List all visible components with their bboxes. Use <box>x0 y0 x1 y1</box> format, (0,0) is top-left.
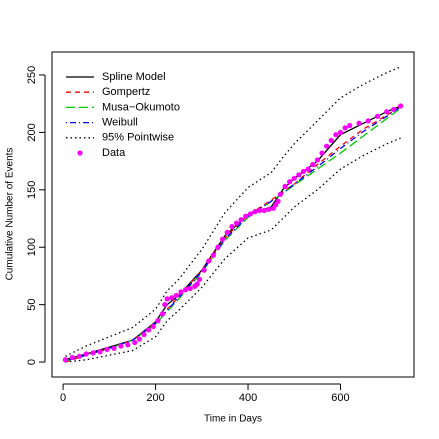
data-point <box>178 289 184 295</box>
data-point <box>333 132 339 138</box>
series-line <box>65 106 401 362</box>
data-point <box>374 113 381 119</box>
band-lower <box>65 137 401 363</box>
data-point <box>314 157 320 163</box>
data-point <box>342 125 348 131</box>
data-point <box>146 327 152 333</box>
data-point <box>118 343 124 349</box>
band-upper <box>65 66 401 357</box>
data-point <box>319 150 325 156</box>
data-point <box>155 318 161 324</box>
data-point <box>90 350 96 356</box>
legend-label: Musa−Okumoto <box>102 101 180 113</box>
data-point <box>384 109 390 115</box>
data-point <box>97 349 103 355</box>
plot-box <box>51 51 415 378</box>
data-point <box>397 103 404 109</box>
data-point <box>305 166 311 172</box>
data-point <box>201 267 207 273</box>
x-tick-label: 400 <box>239 392 257 404</box>
data-point <box>282 183 288 189</box>
data-point <box>104 346 110 353</box>
y-tick-label: 50 <box>26 299 38 311</box>
y-tick-label: 100 <box>26 238 38 256</box>
data-point <box>310 161 316 168</box>
data-point <box>287 179 293 185</box>
data-point <box>291 175 297 181</box>
data-point <box>256 207 263 214</box>
data-point <box>300 168 307 175</box>
data-point <box>215 244 221 250</box>
data-point <box>125 342 131 348</box>
data-point <box>62 357 69 363</box>
data-point <box>238 217 244 223</box>
y-tick-label: 0 <box>26 359 38 365</box>
x-axis-label: Time in Days <box>204 414 262 425</box>
data-point <box>275 198 281 204</box>
data-point <box>224 229 230 235</box>
data-point <box>277 191 283 198</box>
data-point <box>324 143 330 149</box>
series-line <box>65 107 401 362</box>
x-tick-label: 200 <box>146 392 164 404</box>
data-point <box>159 311 166 317</box>
data-point <box>210 252 216 258</box>
data-point <box>252 209 258 215</box>
data-point <box>196 276 203 282</box>
y-tick-label: 250 <box>26 66 38 84</box>
data-point <box>229 223 235 230</box>
data-point <box>83 351 89 357</box>
legend-label: Weibull <box>102 117 138 129</box>
x-tick-label: 0 <box>60 392 66 404</box>
data-point <box>187 285 193 292</box>
data-point <box>173 292 179 299</box>
data-point <box>132 339 138 346</box>
data-point <box>164 296 170 302</box>
data-point <box>365 118 371 124</box>
data-point <box>76 353 82 359</box>
series-line <box>65 105 401 361</box>
data-point <box>347 122 353 129</box>
legend-label: Data <box>102 147 126 159</box>
data-point <box>194 281 200 287</box>
data-point <box>206 258 212 264</box>
data-point <box>69 354 75 361</box>
data-point <box>111 345 117 351</box>
legend-label: Spline Model <box>102 71 166 83</box>
legend-swatch <box>77 150 83 156</box>
data-point <box>233 220 240 226</box>
data-point <box>219 236 226 242</box>
y-tick-label: 200 <box>26 123 38 141</box>
legend-label: 95% Pointwise <box>102 132 174 144</box>
data-point <box>243 213 249 219</box>
data-point <box>183 287 189 293</box>
data-point <box>150 323 156 330</box>
y-tick-label: 150 <box>26 181 38 199</box>
data-point <box>296 172 302 178</box>
data-point <box>136 336 142 342</box>
x-tick-label: 600 <box>331 392 349 404</box>
data-point <box>391 106 397 113</box>
legend-label: Gompertz <box>102 86 150 98</box>
data-point <box>247 211 253 217</box>
data-point <box>328 137 334 144</box>
data-point <box>169 295 175 301</box>
data-point <box>261 207 267 214</box>
data-point <box>162 302 168 308</box>
data-point <box>266 206 272 212</box>
data-point <box>141 331 147 338</box>
data-point <box>337 129 344 135</box>
data-point <box>356 120 362 126</box>
y-axis-label: Cumulative Number of Events <box>5 148 16 281</box>
